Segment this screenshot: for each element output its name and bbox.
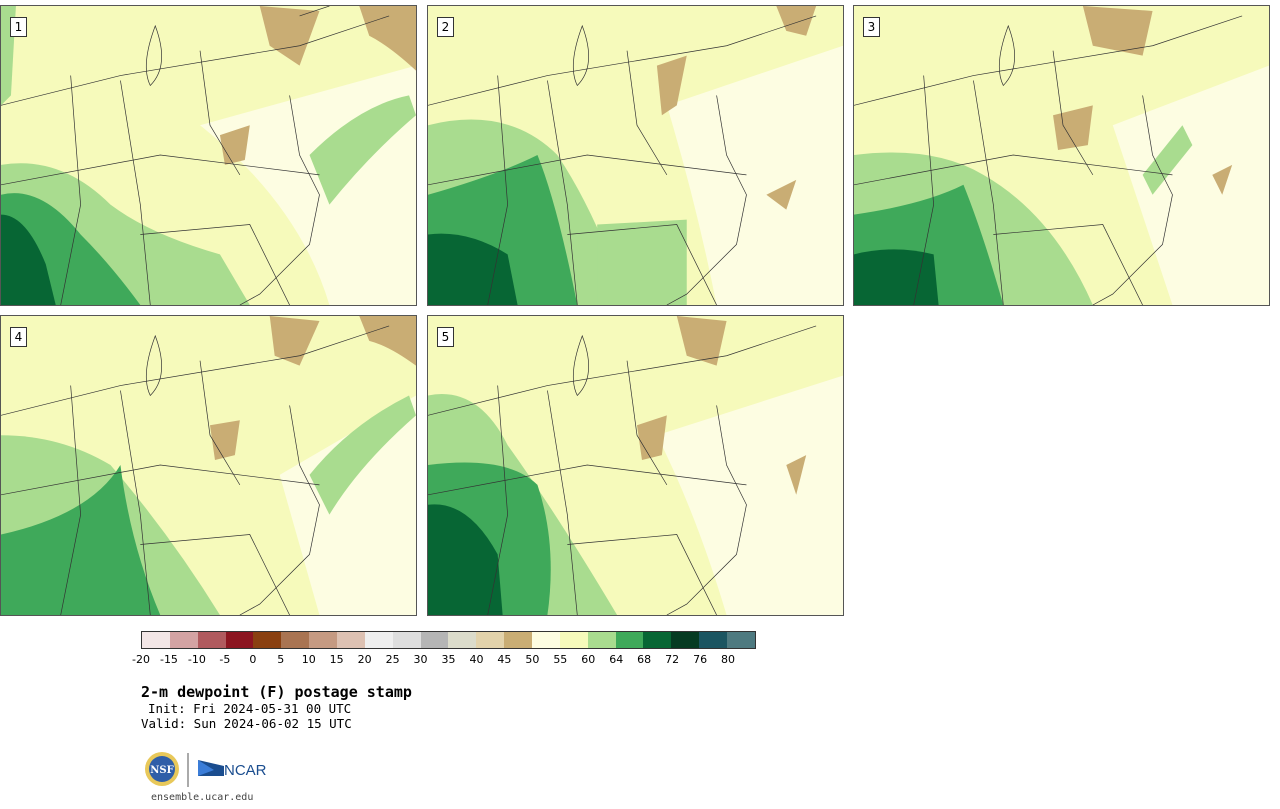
colorbar-swatch [699,632,728,648]
panel-number: 4 [10,327,27,347]
map-panel-2: 2 [427,5,844,306]
colorbar-swatch [197,632,226,648]
colorbar-tick-label: 15 [329,653,344,666]
colorbar-ticks: -20 -15 -10 -5 0 5 10 15 20 25 30 35 40 45 50 55 60 64 68 7… [132,653,756,667]
colorbar-tick-label: -5 [219,653,231,666]
svg-text:NSF: NSF [150,765,173,776]
colorbar-swatch [364,632,393,648]
map-2 [428,6,843,305]
colorbar-swatch [253,632,282,648]
logos: NSF NCAR [144,750,274,790]
colorbar-swatch [532,632,560,648]
map-3 [854,6,1269,305]
colorbar-swatch [337,632,365,648]
colorbar-swatch [643,632,672,648]
plot-title: 2-m dewpoint (F) postage stamp [141,683,412,701]
colorbar-swatch [420,632,449,648]
nsf-logo-icon: NSF [145,752,179,786]
colorbar-swatch [225,632,254,648]
map-panel-5: 5 [427,315,844,616]
colorbar-tick-label: 55 [553,653,568,666]
panel-number: 1 [10,17,27,37]
colorbar-tick-label: -20 [132,653,150,666]
svg-text:NCAR: NCAR [224,762,267,779]
colorbar-swatch [476,632,505,648]
colorbar-tick-label: -10 [187,653,206,666]
ncar-logo-icon: NCAR [198,760,267,779]
colorbar-swatch [671,632,700,648]
colorbar-swatch [309,632,338,648]
colorbar-tick-label: 68 [637,653,652,666]
colorbar-tick-label: 20 [357,653,372,666]
colorbar [141,631,756,649]
colorbar-tick-label: 45 [497,653,512,666]
colorbar-tick-label: 60 [581,653,596,666]
map-1 [1,6,416,305]
colorbar-tick-label: 35 [441,653,456,666]
colorbar-swatch [142,632,170,648]
colorbar-swatch [587,632,616,648]
colorbar-swatch [169,632,198,648]
site-url[interactable]: ensemble.ucar.edu [151,792,254,803]
colorbar-tick-label: 0 [249,653,257,666]
init-time: Init: Fri 2024-05-31 00 UTC [148,701,352,716]
map-5 [428,316,843,615]
colorbar-tick-label: 76 [693,653,708,666]
colorbar-tick-label: 72 [665,653,680,666]
colorbar-tick-label: 10 [301,653,316,666]
colorbar-swatch [281,632,310,648]
map-4 [1,316,416,615]
colorbar-swatch [559,632,588,648]
colorbar-tick-label: 30 [413,653,428,666]
colorbar-tick-label: -15 [159,653,178,666]
colorbar-tick-label: 40 [469,653,484,666]
panel-number: 2 [437,17,454,37]
colorbar-tick-label: 80 [721,653,736,666]
colorbar-tick-label: 64 [609,653,624,666]
colorbar-swatch [392,632,421,648]
colorbar-tick-label: 50 [525,653,540,666]
nsf-ncar-logo: NSF NCAR [145,752,267,787]
colorbar-swatch [727,632,755,648]
map-panel-1: 1 [0,5,417,306]
colorbar-swatch [448,632,477,648]
colorbar-swatch [615,632,644,648]
valid-time: Valid: Sun 2024-06-02 15 UTC [141,716,352,731]
panel-number: 5 [437,327,454,347]
colorbar-swatch [504,632,533,648]
colorbar-tick-label: 5 [277,653,285,666]
map-panel-3: 3 [853,5,1270,306]
map-panel-4: 4 [0,315,417,616]
colorbar-tick-label: 25 [385,653,400,666]
panel-number: 3 [863,17,880,37]
